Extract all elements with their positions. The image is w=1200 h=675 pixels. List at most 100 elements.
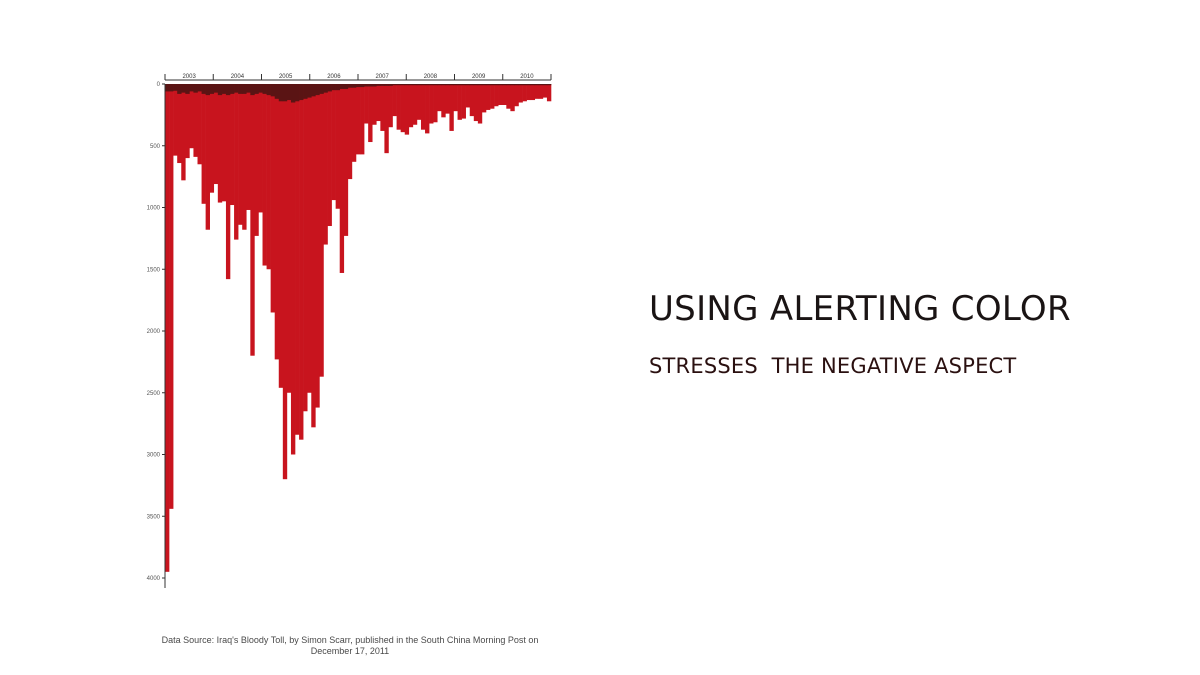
civilian-bar [181,84,186,181]
military-bar [376,84,381,86]
civilian-bar [445,84,450,114]
civilian-bar [327,84,332,227]
civilian-bar [388,84,393,128]
military-bar [290,84,296,103]
civilian-bar [510,84,515,112]
civilian-bar [384,84,389,154]
civilian-bar [282,84,288,480]
y-tick-label: 1500 [147,267,161,273]
year-label: 2004 [231,74,245,80]
civilian-bar [185,84,190,159]
year-label: 2009 [472,74,486,80]
civilian-bar [473,84,479,122]
civilian-bar [465,84,471,108]
civilian-bar [392,84,397,117]
civilian-bar [404,84,410,135]
civilian-bar [262,84,267,266]
civilian-bar [250,84,255,356]
military-bar [457,84,462,86]
y-tick-label: 3000 [147,453,161,459]
military-bar [165,84,170,92]
civilian-bar [364,84,369,124]
civilian-bar [217,84,223,203]
military-bar [396,84,401,86]
y-tick-label: 500 [150,144,161,150]
civilian-bar [441,84,446,118]
military-bar [485,84,491,86]
military-bar [205,84,210,96]
military-bar [364,84,369,87]
military-bar [185,84,190,94]
civilian-bar [400,84,406,133]
civilian-bars [165,84,552,572]
civilian-bar [396,84,401,130]
civilian-bar [213,84,219,185]
headline: USING ALERTING COLOR [649,289,1071,329]
military-bar [420,84,426,86]
military-bar [234,84,239,93]
military-bar [400,84,406,86]
military-bar [177,84,182,94]
military-bar [311,84,316,97]
military-bar [355,84,361,88]
military-bar [258,84,263,93]
military-bar [307,84,312,98]
military-bar [425,84,430,86]
military-bar [323,84,328,93]
military-bar [221,84,227,94]
military-bar [449,84,454,86]
military-bar [372,84,377,87]
year-label: 2010 [520,74,534,80]
military-bar [270,84,275,97]
civilian-bar [197,84,202,165]
military-bar [303,84,308,99]
military-bar [498,84,503,86]
military-bar [445,84,450,86]
y-tick-label: 2000 [147,329,161,335]
military-bar [213,84,219,93]
military-bar [335,84,341,91]
military-bar [542,84,548,86]
civilian-bar [546,84,552,102]
civilian-bar [209,84,215,193]
military-bar [315,84,320,96]
civilian-bar [530,84,536,101]
civilian-bar [201,84,206,204]
civilian-bar [380,84,385,131]
military-bar [518,84,523,86]
military-bar [347,84,353,88]
civilian-bar [335,84,341,209]
military-bar [286,84,292,101]
military-bar [481,84,487,86]
military-bar [526,84,531,86]
civilian-bar [514,84,519,107]
year-label: 2007 [375,74,389,80]
y-tick-label: 0 [157,82,161,88]
civilian-bar [461,84,466,119]
y-axis: 0 500 1000 1500 2000 2500 3000 3500 4000 [147,82,166,588]
military-bar [299,84,304,101]
military-bar [217,84,223,96]
military-bar [477,84,483,86]
civilian-bar [416,84,422,120]
civilian-bar [221,84,227,202]
military-bar [242,84,247,94]
military-bar [278,84,284,102]
military-bar [225,84,231,96]
military-bar [197,84,202,92]
military-bar [408,84,414,86]
civilian-bar [177,84,182,164]
military-bar [193,84,198,93]
military-bar [181,84,186,93]
military-bar [514,84,519,86]
military-bar [343,84,349,89]
civilian-bar [299,84,304,440]
military-bar [351,84,357,88]
civilian-bar [522,84,527,102]
year-label: 2008 [424,74,438,80]
civilian-bar [498,84,503,105]
military-bar [189,84,194,92]
military-bar [209,84,215,94]
military-bar [319,84,324,94]
military-bar [274,84,280,99]
